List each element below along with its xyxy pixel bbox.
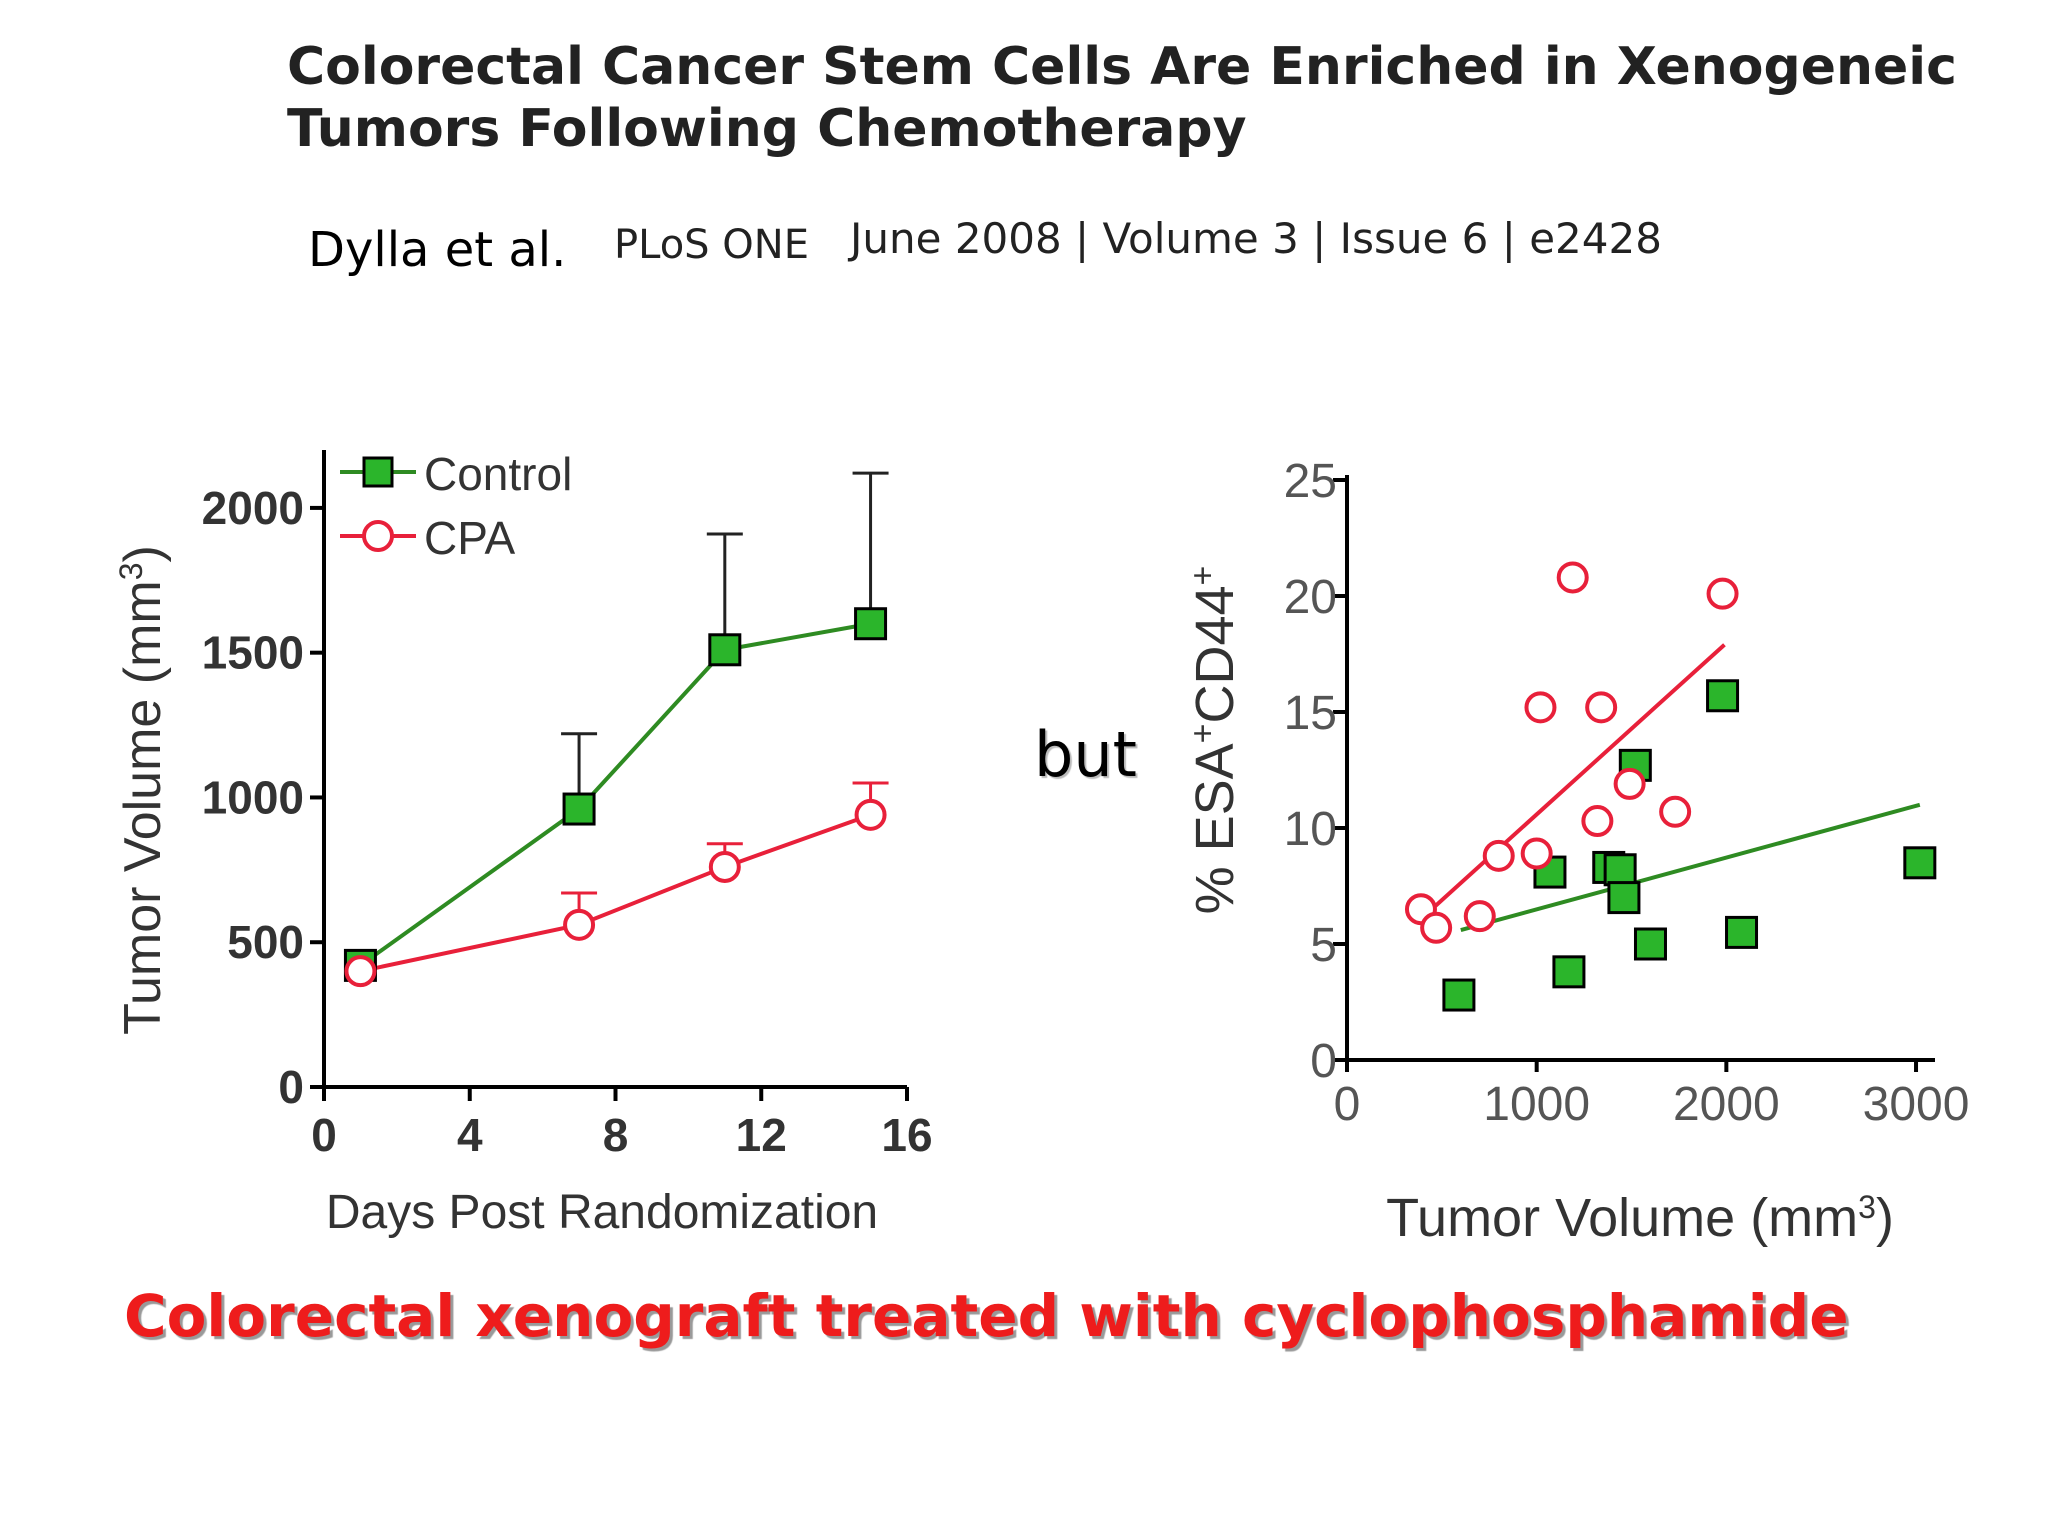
- legend-cpa-marker: [362, 520, 394, 552]
- cpa-scatter-point: [1706, 577, 1739, 610]
- cpa-scatter-point: [1524, 691, 1557, 724]
- left-x-tick-label: 12: [736, 1109, 787, 1161]
- paper-title-line2: Tumors Following Chemotherapy: [287, 99, 1247, 159]
- slide-caption: Colorectal xenograft treated with cyclop…: [124, 1282, 1849, 1350]
- right-x-axis-label-sup: 3: [1858, 1189, 1876, 1225]
- left-y-tick-label: 0: [278, 1061, 304, 1113]
- left-y-tick-label: 1000: [202, 771, 304, 823]
- legend-cpa-label: CPA: [424, 512, 515, 564]
- right-x-tick-label: 2000: [1673, 1078, 1780, 1131]
- cpa-point: [708, 850, 741, 883]
- cpa-scatter-point: [1659, 795, 1692, 828]
- left-legend: Control CPA: [340, 448, 572, 564]
- control-series-line: [359, 621, 871, 968]
- cpa-scatter-point: [1613, 767, 1646, 800]
- control-scatter-point: [1552, 955, 1586, 989]
- control-scatter-point: [1706, 679, 1740, 713]
- left-x-tick-label: 4: [457, 1109, 483, 1161]
- paper-authors: Dylla et al.: [308, 222, 567, 278]
- control-scatter-point: [1725, 915, 1759, 949]
- paper-title-line1: Colorectal Cancer Stem Cells Are Enriche…: [287, 37, 1957, 97]
- control-point: [562, 792, 596, 826]
- right-x-tick-label: 1000: [1483, 1078, 1590, 1131]
- left-y-axis-label-close: ): [114, 545, 172, 562]
- cpa-scatter-point: [1585, 691, 1618, 724]
- left-y-axis-label-main: Tumor Volume (mm: [114, 580, 172, 1035]
- right-y-axis-label-sup1: +: [1184, 723, 1222, 743]
- right-y-tick-label: 15: [1284, 687, 1337, 740]
- right-y-tick-label: 10: [1284, 803, 1337, 856]
- right-x-axis-label-main: Tumor Volume (mm: [1386, 1188, 1858, 1248]
- left-y-tick-label: 2000: [202, 482, 304, 534]
- right-x-tick-label: 3000: [1863, 1078, 1970, 1131]
- legend-control-marker: [362, 456, 394, 488]
- right-y-tick-label: 20: [1284, 571, 1337, 624]
- left-y-axis-label-sup: 3: [113, 562, 149, 580]
- control-fit-line: [1460, 802, 1921, 933]
- cpa-scatter-point: [1463, 900, 1496, 933]
- right-x-axis-label: Tumor Volume (mm3): [1386, 1188, 1894, 1248]
- right-y-tick-label: 25: [1284, 455, 1337, 508]
- left-y-axis-label: Tumor Volume (mm3): [113, 545, 172, 1035]
- cpa-scatter-point: [1581, 805, 1614, 838]
- right-y-axis-label-mid: CD44: [1185, 585, 1245, 723]
- connector-text: but: [1034, 718, 1137, 791]
- right-y-tick-label: 5: [1310, 919, 1337, 972]
- right-x-tick-label: 0: [1334, 1078, 1361, 1131]
- cpa-scatter-point: [1520, 837, 1553, 870]
- right-y-tick-label: 0: [1310, 1035, 1337, 1088]
- left-x-tick-label: 16: [881, 1109, 932, 1161]
- control-scatter-point: [1633, 927, 1667, 961]
- paper-title: Colorectal Cancer Stem Cells Are Enriche…: [287, 36, 1957, 160]
- cpa-fit-line: [1425, 643, 1726, 916]
- control-scatter-point: [1603, 853, 1637, 887]
- control-point: [708, 633, 742, 667]
- right-x-axis-label-close: ): [1876, 1188, 1894, 1248]
- cpa-point: [344, 955, 377, 988]
- left-y-tick-label: 500: [227, 916, 304, 968]
- left-y-tick-label: 1500: [202, 627, 304, 679]
- left-x-tick-label: 8: [603, 1109, 629, 1161]
- cpa-scatter-point: [1420, 911, 1453, 944]
- cpa-series-line: [360, 812, 872, 974]
- right-y-axis-label: % ESA+CD44+: [1184, 566, 1245, 915]
- cpa-scatter-point: [1556, 561, 1589, 594]
- control-scatter-point: [1607, 881, 1641, 915]
- right-y-axis-label-pre: % ESA: [1185, 743, 1245, 914]
- control-point: [854, 607, 888, 641]
- cpa-point: [854, 798, 887, 831]
- right-y-axis-label-sup2: +: [1184, 566, 1222, 586]
- cpa-point: [563, 908, 596, 941]
- journal-citation: June 2008 | Volume 3 | Issue 6 | e2428: [850, 214, 1662, 263]
- control-scatter-point: [1442, 978, 1476, 1012]
- legend-control-label: Control: [424, 448, 572, 500]
- cpa-scatter-point: [1482, 839, 1515, 872]
- left-x-tick-label: 0: [311, 1109, 337, 1161]
- left-x-axis-label: Days Post Randomization: [326, 1186, 878, 1239]
- journal-name: PLoS ONE: [614, 222, 809, 268]
- control-scatter-point: [1903, 846, 1937, 880]
- esa-cd44-scatter-chart: 0 5 10 15 20 25 0 1000 2000 3000 Tumor Volume (m…: [1184, 455, 1969, 1248]
- tumor-growth-chart: 0 500 1000 1500 2000 0 4 8 12 16 Control CPA Day…: [113, 448, 933, 1239]
